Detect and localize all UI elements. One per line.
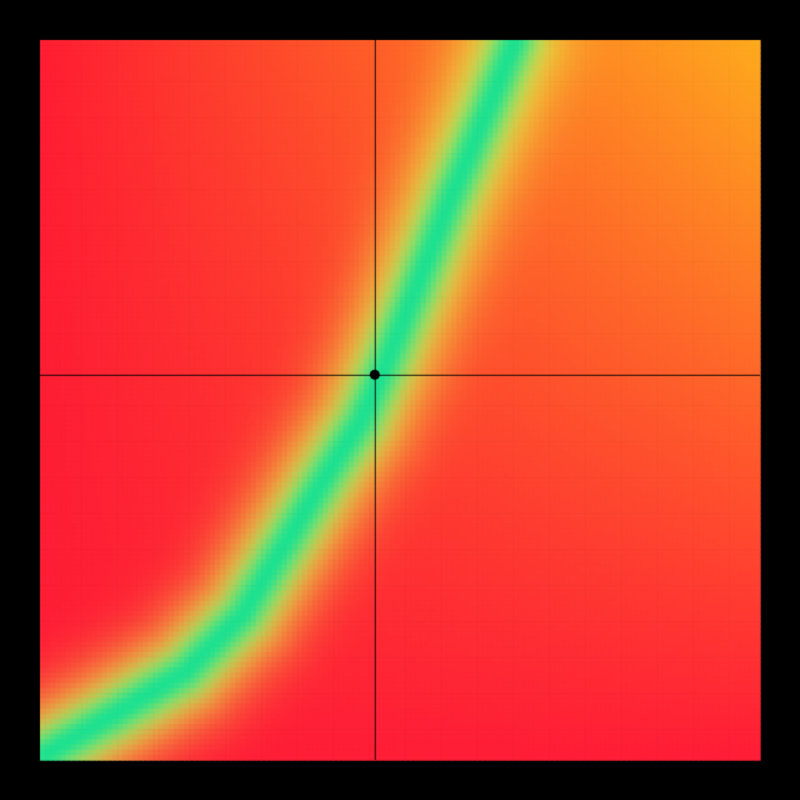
chart-container: TheBottleneck.com <box>0 0 800 800</box>
heatmap-canvas <box>0 0 800 800</box>
